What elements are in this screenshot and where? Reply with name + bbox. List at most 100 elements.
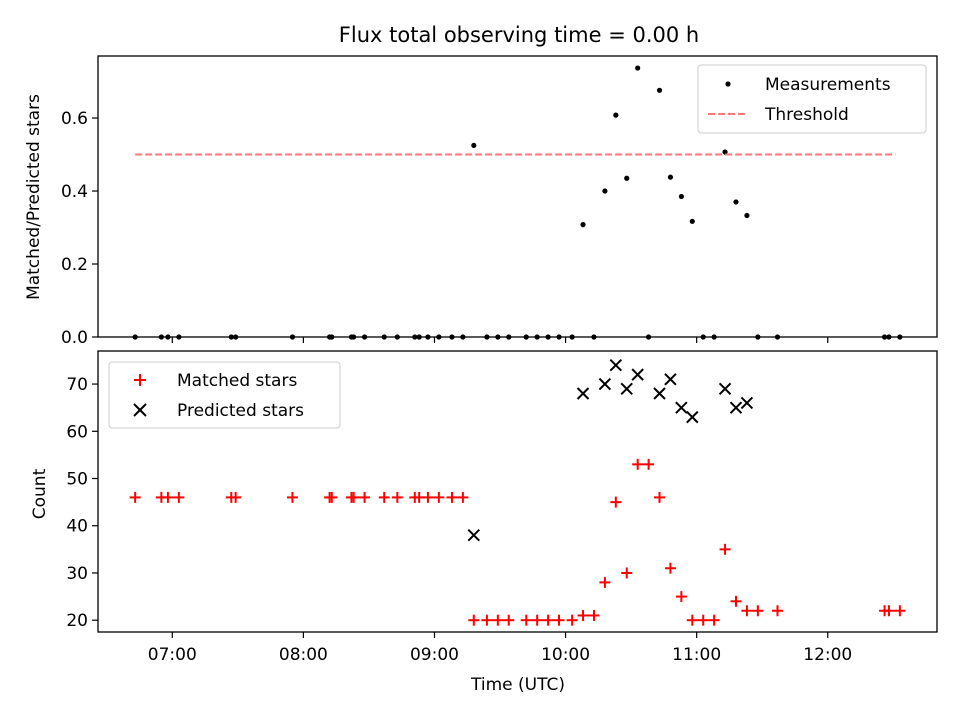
matched-star-point: [286, 491, 298, 503]
measurement-point: [591, 334, 597, 340]
measurement-point: [755, 334, 761, 340]
predicted-star-point: [467, 528, 481, 542]
xtick-label: 12:00: [803, 645, 852, 665]
bottom-ytick-label: 70: [66, 375, 88, 395]
bottom-panel-ylabel: Count: [30, 468, 50, 519]
matched-star-point: [468, 614, 480, 626]
measurement-point: [495, 334, 501, 340]
xtick-label: 09:00: [410, 645, 459, 665]
measurement-point: [678, 193, 684, 200]
matched-star-point: [632, 458, 644, 470]
matched-star-point: [730, 595, 742, 607]
matched-star-point: [894, 605, 906, 617]
measurement-point: [534, 334, 540, 340]
bottom-panel-ticks: 20 30 40 50 60 70 07:00 08:00 09:00 10:00 11:00 12:…: [66, 375, 852, 665]
measurement-point: [228, 334, 234, 340]
matched-star-point: [553, 614, 565, 626]
measurement-point: [886, 334, 892, 340]
matched-star-point: [643, 458, 655, 470]
matched-star-point: [173, 491, 185, 503]
matched-star-point: [348, 491, 360, 503]
measurement-point: [645, 334, 652, 340]
matched-star-point: [520, 614, 532, 626]
x-axis-label: Time (UTC): [470, 675, 565, 695]
measurement-point: [667, 174, 674, 180]
measurement-point: [711, 334, 717, 340]
measurement-point: [602, 188, 608, 194]
top-panel-frame: [97, 55, 938, 338]
measurement-point: [329, 334, 335, 340]
predicted-star-point: [664, 373, 677, 386]
matched-star-point: [752, 605, 764, 617]
top-panel-ylabel: Matched/Predicted stars: [24, 94, 44, 300]
matched-star-point: [697, 614, 709, 626]
measurement-point: [416, 334, 422, 340]
matched-star-point: [326, 491, 338, 503]
measurement-point: [624, 175, 630, 181]
predicted-star-point: [609, 358, 623, 372]
measurement-point: [361, 334, 368, 340]
top-legend: Measurements Threshold: [697, 64, 927, 134]
legend-measurements-marker: [725, 81, 731, 87]
predicted-star-point: [653, 387, 666, 400]
predicted-star-point: [598, 377, 612, 391]
measurement-point: [881, 334, 888, 340]
predicted-star-point: [740, 396, 754, 410]
measurement-point: [449, 334, 455, 340]
matched-star-point: [481, 614, 493, 626]
measurement-point: [556, 334, 562, 340]
top-panel: 0.0 0.2 0.4 0.6 Matched/Predicted stars Mea…: [24, 55, 938, 348]
top-ytick-label: 0.6: [61, 109, 88, 129]
measurement-point: [506, 334, 512, 340]
predicted-star-point: [631, 368, 644, 381]
measurement-point: [233, 334, 239, 340]
measurement-point: [471, 142, 477, 149]
legend-matched-marker: [134, 374, 146, 386]
measurement-point: [689, 218, 695, 224]
matched-star-point: [531, 614, 543, 626]
matched-star-point: [359, 491, 371, 503]
bottom-ytick-label: 60: [66, 422, 88, 442]
matched-star-point: [129, 491, 141, 503]
top-legend-box: [697, 64, 927, 134]
bottom-panel: 20 30 40 50 60 70 07:00 08:00 09:00 10:00 11:00 12:…: [30, 350, 938, 695]
measurement-point: [613, 112, 619, 118]
matched-star-point: [708, 614, 720, 626]
chart-title: Flux total observing time = 0.00 h: [339, 23, 699, 47]
top-panel-ticks: 0.0 0.2 0.4 0.6: [61, 109, 829, 348]
bottom-panel-marks: [129, 358, 906, 626]
matched-star-point: [230, 491, 242, 503]
xtick-label: 08:00: [279, 645, 328, 665]
matched-star-point: [492, 614, 504, 626]
measurement-point: [635, 65, 641, 71]
legend-predicted-marker: [133, 403, 147, 417]
measurement-point: [289, 334, 296, 340]
matched-star-point: [664, 562, 676, 574]
matched-star-point: [577, 609, 589, 621]
matched-star-point: [446, 491, 458, 503]
matched-star-point: [588, 609, 600, 621]
top-ytick-label: 0.4: [61, 182, 88, 202]
matched-star-point: [422, 491, 434, 503]
measurement-point: [460, 334, 466, 340]
xtick-label: 11:00: [672, 645, 721, 665]
measurement-point: [351, 334, 357, 340]
predicted-star-point: [675, 401, 688, 414]
matched-star-point: [378, 491, 390, 503]
measurement-point: [176, 334, 182, 340]
xtick-label: 07:00: [148, 645, 197, 665]
matched-star-point: [457, 491, 469, 503]
matched-star-point: [391, 491, 403, 503]
measurement-point: [722, 149, 728, 155]
matched-star-point: [741, 605, 753, 617]
bottom-legend: Matched stars Predicted stars: [108, 361, 341, 429]
matched-star-point: [654, 491, 666, 503]
measurement-point: [412, 334, 418, 340]
legend-threshold-label: Threshold: [764, 105, 849, 125]
predicted-star-point: [576, 387, 590, 400]
matched-star-point: [610, 496, 622, 508]
measurement-point: [744, 212, 750, 219]
matched-star-point: [433, 491, 445, 503]
matched-star-point: [686, 614, 698, 626]
